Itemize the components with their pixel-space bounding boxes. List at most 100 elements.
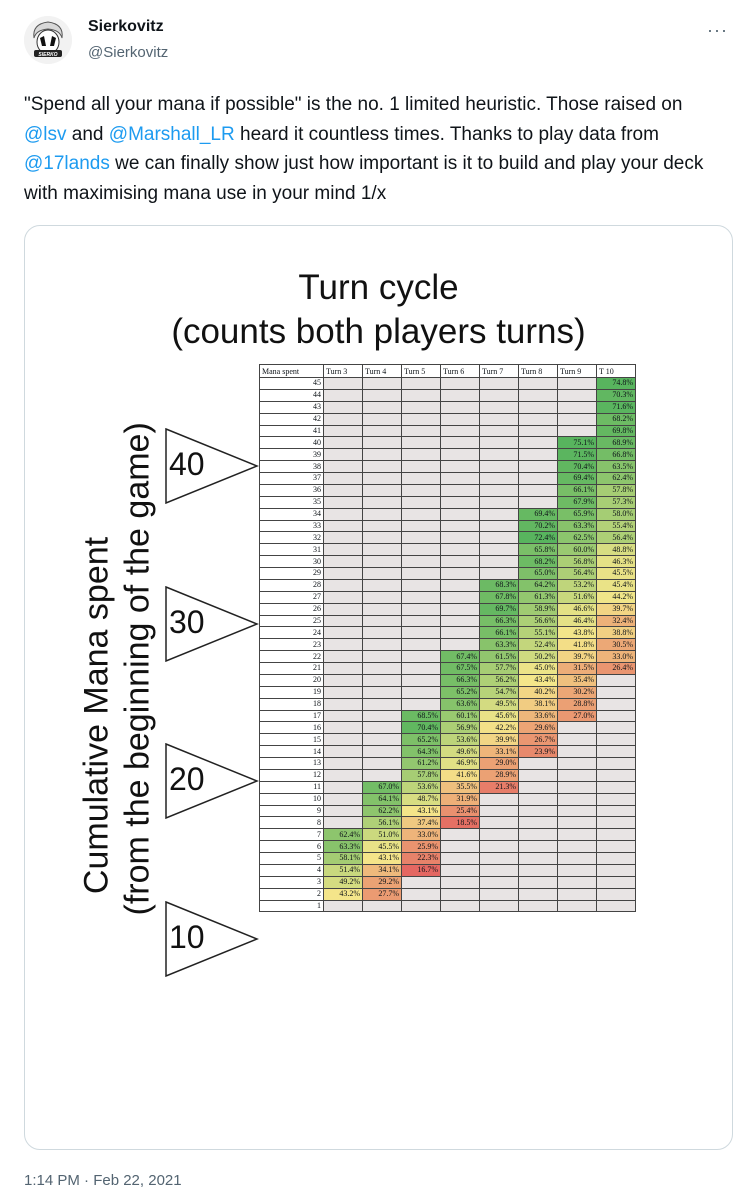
table-cell <box>440 507 480 521</box>
table-row: 19 65.2% 54.7% 40.2% 30.2% <box>259 685 636 699</box>
table-cell <box>518 875 558 889</box>
table-cell <box>479 377 519 390</box>
table-row: 10 64.1% 48.7% 31.9% <box>259 792 636 806</box>
table-cell <box>323 626 363 640</box>
handle[interactable]: @Sierkovitz <box>88 44 169 61</box>
figure-ylabel-line2: (from the beginning of the game) <box>118 422 157 916</box>
mention-marshall-lr[interactable]: @Marshall_LR <box>108 123 235 145</box>
table-cell: 38.8% <box>596 626 636 640</box>
table-cell <box>362 650 402 663</box>
table-cell <box>401 602 441 616</box>
table-cell <box>362 483 402 497</box>
table-cell <box>479 887 519 901</box>
row-label: 14 <box>259 745 324 758</box>
table-cell: 29.6% <box>518 721 558 735</box>
table-cell <box>479 400 519 414</box>
table-cell <box>323 448 363 462</box>
table-cell <box>362 519 402 533</box>
row-label: 19 <box>259 685 324 699</box>
table-cell: 53.2% <box>557 578 597 592</box>
timestamp[interactable]: 1:14 PM · Feb 22, 2021 <box>24 1172 182 1189</box>
table-cell: 43.2% <box>323 887 363 901</box>
row-label: 2 <box>259 887 324 901</box>
table-cell <box>518 768 558 782</box>
display-name[interactable]: Sierkovitz <box>88 18 164 35</box>
row-label: 29 <box>259 567 324 580</box>
table-cell: 25.9% <box>401 840 441 853</box>
table-cell <box>440 899 480 913</box>
table-cell <box>518 472 558 485</box>
mention-17lands[interactable]: @17lands <box>24 153 110 174</box>
table-cell <box>596 828 636 842</box>
table-cell <box>362 555 402 568</box>
table-cell: 62.2% <box>362 804 402 818</box>
table-cell: 65.9% <box>557 507 597 521</box>
table-cell <box>401 436 441 450</box>
table-cell: 33.0% <box>596 650 636 663</box>
table-cell <box>323 899 363 913</box>
table-cell <box>479 388 519 402</box>
table-cell <box>479 472 519 485</box>
table-cell <box>362 768 402 782</box>
table-cell: 63.6% <box>440 697 480 711</box>
row-label: 43 <box>259 400 324 414</box>
table-cell <box>440 828 480 842</box>
row-label: 39 <box>259 448 324 462</box>
table-cell: 55.4% <box>596 519 636 533</box>
media-image[interactable]: Turn cycle (counts both players turns) C… <box>24 225 733 1150</box>
table-cell <box>401 567 441 580</box>
table-cell <box>401 460 441 473</box>
table-cell <box>557 757 597 770</box>
table-cell <box>401 614 441 628</box>
table-cell: 66.1% <box>479 626 519 640</box>
table-cell <box>557 828 597 842</box>
mention-lsv[interactable]: @lsv <box>24 123 67 145</box>
table-row: 27 67.8% 61.3% 51.6% 44.2% <box>259 590 636 604</box>
table-cell: 74.8% <box>596 377 636 390</box>
row-label: 41 <box>259 424 324 438</box>
table-row: 13 61.2% 46.9% 29.0% <box>259 757 636 770</box>
table-row: 44 70.3% <box>259 388 636 402</box>
table-cell <box>557 840 597 853</box>
table-cell <box>362 673 402 687</box>
table-cell <box>362 697 402 711</box>
table-cell <box>323 472 363 485</box>
column-header: Turn 8 <box>518 364 558 378</box>
triangle-arrow-icon <box>165 427 259 505</box>
table-cell: 22.3% <box>401 852 441 865</box>
table-cell: 28.9% <box>479 768 519 782</box>
table-cell <box>323 673 363 687</box>
table-cell: 31.5% <box>557 662 597 675</box>
table-cell <box>440 460 480 473</box>
table-cell <box>323 697 363 711</box>
row-label: 3 <box>259 875 324 889</box>
column-header: Turn 4 <box>362 364 402 378</box>
row-label: 44 <box>259 388 324 402</box>
table-cell <box>401 673 441 687</box>
table-cell <box>323 745 363 758</box>
table-cell <box>557 804 597 818</box>
table-cell: 56.9% <box>440 721 480 735</box>
row-label: 36 <box>259 483 324 497</box>
table-cell <box>596 709 636 723</box>
table-cell <box>479 816 519 830</box>
table-cell <box>401 578 441 592</box>
table-cell <box>323 780 363 794</box>
column-header: Turn 7 <box>479 364 519 378</box>
table-row: 9 62.2% 43.1% 25.4% <box>259 804 636 818</box>
table-cell <box>518 757 558 770</box>
avatar[interactable]: SIERKO <box>24 16 72 64</box>
table-cell: 53.6% <box>440 733 480 747</box>
row-label: 35 <box>259 495 324 509</box>
row-label: 27 <box>259 590 324 604</box>
table-cell <box>362 733 402 747</box>
table-cell: 49.6% <box>440 745 480 758</box>
table-cell <box>362 638 402 652</box>
table-cell <box>518 852 558 865</box>
table-cell: 70.3% <box>596 388 636 402</box>
table-cell <box>323 543 363 557</box>
table-cell <box>596 745 636 758</box>
table-cell <box>479 875 519 889</box>
table-cell <box>518 816 558 830</box>
more-options-icon[interactable]: ··· <box>707 20 728 40</box>
